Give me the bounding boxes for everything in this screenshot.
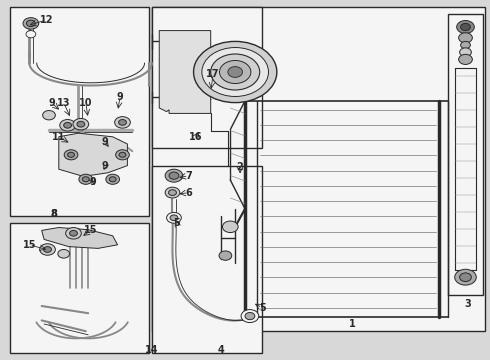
Circle shape bbox=[202, 48, 269, 96]
Bar bbox=[10, 7, 149, 216]
Text: 7: 7 bbox=[185, 171, 192, 181]
Circle shape bbox=[79, 174, 93, 184]
Circle shape bbox=[170, 215, 178, 221]
Text: 13: 13 bbox=[57, 98, 71, 108]
Circle shape bbox=[40, 244, 55, 255]
Circle shape bbox=[165, 187, 180, 198]
Circle shape bbox=[241, 310, 259, 323]
Text: 15: 15 bbox=[84, 225, 98, 235]
Circle shape bbox=[109, 177, 116, 182]
Circle shape bbox=[106, 174, 120, 184]
Circle shape bbox=[119, 152, 126, 157]
Text: 16: 16 bbox=[189, 132, 203, 142]
Circle shape bbox=[459, 54, 472, 64]
Circle shape bbox=[169, 190, 176, 195]
Circle shape bbox=[26, 31, 36, 38]
Text: 8: 8 bbox=[50, 209, 57, 219]
Circle shape bbox=[44, 247, 51, 252]
Text: 10: 10 bbox=[79, 98, 93, 108]
Circle shape bbox=[73, 118, 89, 130]
Circle shape bbox=[23, 18, 39, 29]
Text: 11: 11 bbox=[52, 132, 66, 142]
Circle shape bbox=[70, 230, 77, 236]
Text: 6: 6 bbox=[185, 188, 192, 198]
Circle shape bbox=[245, 312, 255, 320]
Bar bbox=[152, 7, 485, 331]
Bar bbox=[10, 223, 149, 353]
Circle shape bbox=[116, 150, 129, 160]
Text: 15: 15 bbox=[23, 240, 36, 250]
Circle shape bbox=[60, 120, 75, 131]
Polygon shape bbox=[59, 133, 127, 176]
Circle shape bbox=[211, 54, 260, 90]
Circle shape bbox=[68, 152, 74, 157]
Circle shape bbox=[165, 169, 183, 182]
Circle shape bbox=[194, 41, 277, 103]
Bar bbox=[448, 14, 483, 295]
Circle shape bbox=[66, 228, 81, 239]
Text: 9: 9 bbox=[90, 177, 97, 187]
Circle shape bbox=[119, 120, 126, 125]
Circle shape bbox=[64, 122, 72, 128]
Circle shape bbox=[58, 249, 70, 258]
Text: 12: 12 bbox=[40, 15, 53, 25]
Circle shape bbox=[222, 221, 238, 233]
Text: 3: 3 bbox=[465, 299, 471, 309]
Circle shape bbox=[115, 117, 130, 128]
Circle shape bbox=[461, 41, 470, 49]
Text: 8: 8 bbox=[50, 209, 57, 219]
Circle shape bbox=[457, 21, 474, 33]
Circle shape bbox=[64, 150, 78, 160]
Text: 17: 17 bbox=[206, 69, 220, 79]
Bar bbox=[152, 7, 262, 148]
Circle shape bbox=[228, 67, 243, 77]
Circle shape bbox=[169, 172, 179, 179]
Text: 9: 9 bbox=[117, 92, 123, 102]
Circle shape bbox=[167, 212, 181, 223]
Text: 9: 9 bbox=[48, 98, 55, 108]
Bar bbox=[152, 166, 262, 353]
Text: 9: 9 bbox=[102, 161, 109, 171]
Text: 4: 4 bbox=[217, 345, 224, 355]
Text: 1: 1 bbox=[349, 319, 356, 329]
Circle shape bbox=[219, 251, 232, 260]
Circle shape bbox=[460, 48, 471, 57]
Circle shape bbox=[43, 111, 55, 120]
Polygon shape bbox=[159, 31, 211, 113]
Text: 14: 14 bbox=[145, 345, 159, 355]
Text: 2: 2 bbox=[237, 162, 244, 172]
Text: 9: 9 bbox=[102, 137, 109, 147]
Text: 5: 5 bbox=[173, 218, 180, 228]
Circle shape bbox=[26, 20, 35, 27]
Circle shape bbox=[459, 33, 472, 43]
Circle shape bbox=[82, 177, 89, 182]
Circle shape bbox=[220, 60, 251, 84]
Circle shape bbox=[455, 269, 476, 285]
Circle shape bbox=[77, 121, 85, 127]
Circle shape bbox=[461, 23, 470, 31]
Text: 5: 5 bbox=[259, 303, 266, 313]
Circle shape bbox=[460, 273, 471, 282]
Polygon shape bbox=[42, 228, 118, 248]
